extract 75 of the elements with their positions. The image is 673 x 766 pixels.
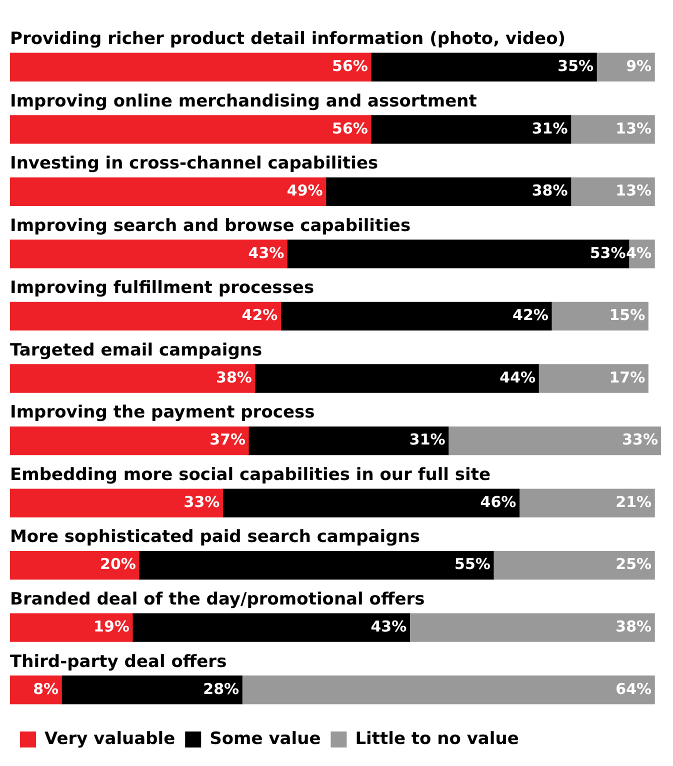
data-label: 38% — [216, 368, 252, 386]
bar — [570, 177, 655, 206]
y-tick-label: Branded deal of the day/promotional offers — [10, 590, 425, 610]
data-label: 8% — [33, 680, 59, 698]
data-label: 56% — [332, 57, 368, 76]
data-label: 46% — [480, 492, 516, 511]
bar — [254, 364, 539, 393]
y-tick-label: Investing in cross-channel capabilities — [10, 154, 378, 174]
data-label: 20% — [100, 555, 136, 574]
data-label: 64% — [616, 680, 652, 698]
data-label: 42% — [512, 306, 548, 324]
data-label: 13% — [616, 119, 652, 138]
data-label: 19% — [94, 617, 130, 636]
bar — [10, 550, 140, 580]
y-tick-label: Improving search and browse capabilities — [10, 216, 411, 236]
bar — [10, 364, 256, 393]
bar — [132, 613, 410, 642]
bar — [138, 550, 494, 580]
data-label: 37% — [210, 430, 246, 449]
y-tick-label: Improving online merchandising and assortment — [10, 91, 477, 112]
bar — [493, 550, 655, 580]
data-label: 42% — [242, 306, 278, 324]
bar — [280, 302, 552, 331]
data-label: 17% — [609, 368, 646, 386]
bar — [570, 115, 655, 144]
y-tick-label: Embedding more social capabilities in our full site — [10, 464, 490, 485]
y-tick-label: Improving fulfillment processes — [10, 278, 314, 298]
data-label: 33% — [622, 430, 658, 449]
bar — [10, 426, 249, 456]
bar — [242, 676, 655, 704]
bar — [222, 488, 520, 518]
bar — [370, 52, 597, 82]
y-tick-label: Third-party deal offers — [10, 652, 227, 672]
data-label: 43% — [248, 244, 284, 262]
data-label: 53% — [590, 244, 626, 262]
data-label: 43% — [370, 617, 407, 636]
data-label: 33% — [184, 492, 220, 511]
bar — [10, 240, 288, 268]
bar — [248, 426, 449, 456]
data-label: 35% — [558, 57, 594, 76]
y-tick-label: Targeted email campaigns — [10, 340, 262, 360]
data-label: 56% — [332, 119, 368, 138]
data-label: 9% — [626, 57, 652, 76]
bar — [10, 52, 372, 82]
data-label: 15% — [609, 306, 646, 324]
bar — [61, 676, 242, 704]
y-tick-label: More sophisticated paid search campaigns — [10, 527, 420, 548]
legend-label: Some value — [210, 728, 321, 749]
legend-label: Very valuable — [44, 728, 176, 749]
data-label: 55% — [454, 555, 490, 574]
bar — [10, 115, 372, 144]
bar — [551, 302, 648, 331]
bar — [448, 426, 661, 456]
bar — [409, 613, 655, 642]
bar — [10, 488, 224, 518]
bar — [326, 177, 572, 206]
data-label: 21% — [616, 492, 652, 511]
data-label: 31% — [532, 119, 568, 138]
data-label: 25% — [616, 555, 652, 574]
bar — [538, 364, 648, 393]
legend-label: Little to no value — [355, 728, 519, 749]
bar — [370, 115, 572, 144]
data-label: 13% — [616, 182, 652, 200]
data-label: 49% — [286, 182, 323, 200]
bar — [10, 613, 133, 642]
y-tick-label: Improving the payment process — [10, 402, 315, 423]
bar — [10, 177, 326, 206]
data-label: 31% — [409, 430, 446, 449]
data-label: 28% — [203, 680, 240, 698]
bar — [10, 302, 282, 331]
data-label: 44% — [500, 368, 536, 386]
data-label: 38% — [616, 617, 652, 636]
data-label: 38% — [532, 182, 568, 200]
y-tick-label: Providing richer product detail information (photo, video) — [10, 29, 566, 50]
bar — [518, 488, 655, 518]
